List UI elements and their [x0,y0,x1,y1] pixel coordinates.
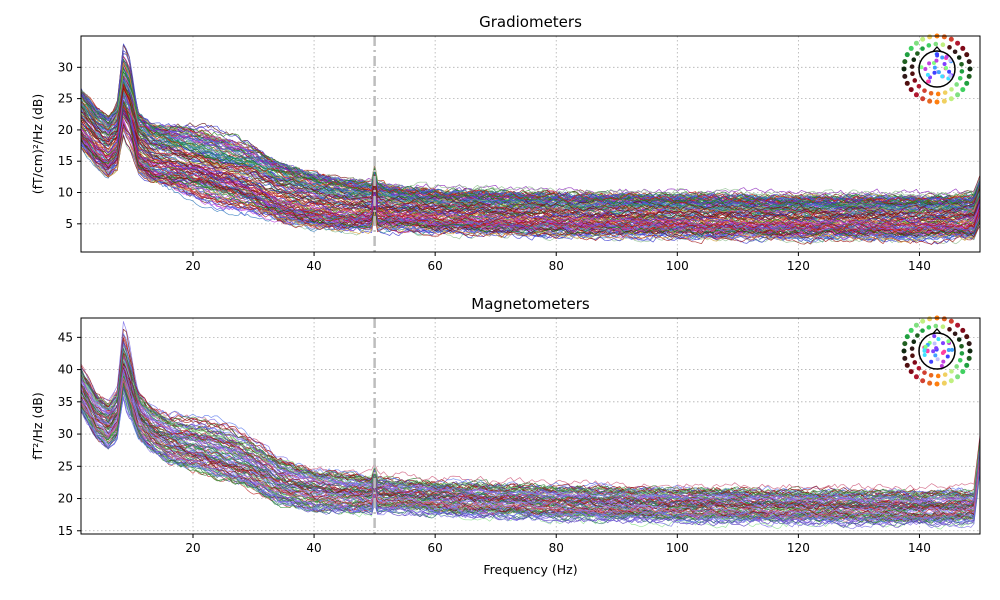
x-tick-label: 100 [666,259,689,273]
psd-trace [81,108,980,224]
psd-trace [81,109,980,245]
psd-trace [81,354,980,503]
x-tick-label: 140 [908,541,931,555]
y-tick-label: 5 [65,217,73,231]
gradiometers-panel: 20 40 60 80 100 120 140 5 10 15 20 25 30 Gradiometers… [30,13,981,273]
x-tick-label: 140 [908,259,931,273]
psd-trace [81,377,980,520]
psd-trace [81,73,980,198]
gradiometers-axes-frame [80,35,981,253]
psd-trace [81,123,980,239]
psd-trace [81,381,980,517]
psd-trace [81,66,980,208]
sensor-layout-icon [901,315,973,387]
psd-trace [81,362,980,504]
psd-trace [81,102,980,238]
y-tick-label: 10 [58,186,73,200]
psd-trace [81,92,980,213]
gradiometers-title: Gradiometers [479,13,582,31]
psd-trace [81,367,980,519]
x-tick-label: 120 [787,259,810,273]
magnetometers-panel: 20 40 60 80 100 120 140 15 20 25 30 35 40 45 Magnetome… [30,295,981,577]
x-tick-label: 120 [787,541,810,555]
x-tick-label: 60 [428,541,443,555]
y-tick-label: 15 [58,524,73,538]
psd-trace [81,352,980,509]
x-tick-label: 20 [185,259,200,273]
psd-trace [81,363,980,511]
psd-trace [81,354,980,510]
y-tick-label: 35 [58,395,73,409]
psd-trace [81,348,980,508]
psd-trace [81,118,980,236]
psd-trace [81,94,980,232]
x-tick-label: 80 [549,541,564,555]
x-tick-label: 40 [306,541,321,555]
x-tick-label: 20 [185,541,200,555]
psd-trace [81,78,980,211]
psd-trace [81,358,980,499]
psd-trace [81,347,980,500]
x-axis-label: Frequency (Hz) [483,562,577,577]
psd-trace [81,94,980,234]
psd-trace [81,75,980,218]
magnetometers-title: Magnetometers [471,295,590,313]
psd-trace [81,79,980,212]
psd-trace [81,354,980,500]
psd-trace [81,53,980,205]
psd-trace [81,390,980,530]
magnetometers-traces [81,321,980,530]
psd-trace [81,66,980,196]
psd-trace [81,395,980,522]
y-tick-label: 40 [58,363,73,377]
gradiometers-traces [81,43,980,245]
psd-trace [81,350,980,492]
psd-trace [81,71,980,202]
y-tick-label: 20 [58,123,73,137]
gradiometers-y-axis-label: (fT/cm)²/Hz (dB) [30,94,45,194]
psd-trace [81,337,980,495]
y-tick-label: 15 [58,154,73,168]
psd-trace [81,105,980,234]
psd-trace [81,369,980,517]
psd-trace [81,61,980,211]
y-tick-label: 25 [58,459,73,473]
psd-trace [81,369,980,505]
sensor-layout-icon [901,33,973,105]
psd-trace [81,343,980,501]
x-tick-label: 100 [666,541,689,555]
y-tick-label: 30 [58,427,73,441]
y-tick-label: 20 [58,492,73,506]
psd-trace [81,333,980,499]
psd-trace [81,128,980,243]
psd-trace [81,363,980,501]
x-tick-label: 60 [428,259,443,273]
psd-trace [81,105,980,226]
x-tick-label: 40 [306,259,321,273]
psd-trace [81,396,980,523]
psd-trace [81,88,980,216]
x-tick-label: 80 [549,259,564,273]
y-tick-label: 45 [58,330,73,344]
psd-trace [81,101,980,221]
psd-trace [81,83,980,204]
y-tick-label: 25 [58,92,73,106]
magnetometers-y-axis-label: fT²/Hz (dB) [30,392,45,459]
y-tick-label: 30 [58,60,73,74]
psd-trace [81,123,980,231]
magnetometers-axes-frame [80,317,981,535]
